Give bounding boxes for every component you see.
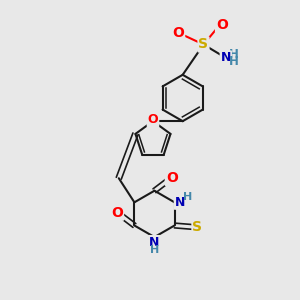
Text: S: S [199, 38, 208, 52]
Text: H: H [183, 192, 193, 202]
Text: H: H [229, 55, 239, 68]
Text: N: N [149, 236, 160, 249]
Text: O: O [166, 171, 178, 185]
Text: H: H [150, 245, 159, 256]
Text: O: O [216, 18, 228, 32]
Text: S: S [192, 220, 203, 234]
Text: O: O [111, 206, 123, 220]
Text: N: N [220, 51, 231, 64]
Text: O: O [148, 113, 158, 126]
Text: H: H [229, 48, 239, 61]
Text: N: N [175, 196, 185, 209]
Text: O: O [172, 26, 184, 40]
